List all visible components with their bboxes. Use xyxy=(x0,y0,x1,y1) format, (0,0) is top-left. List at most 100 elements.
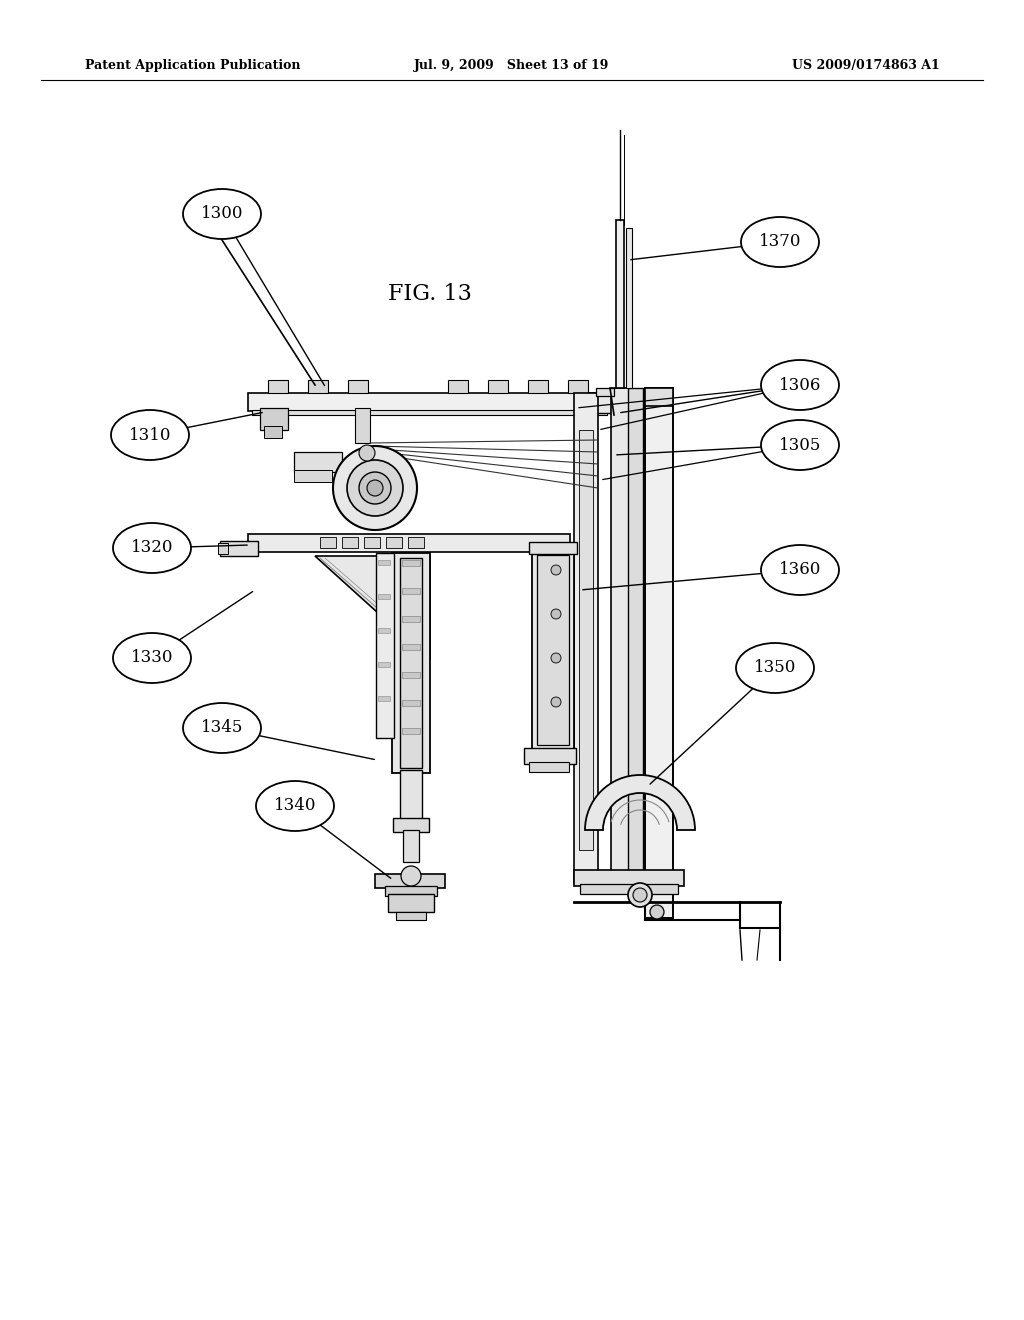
Text: US 2009/0174863 A1: US 2009/0174863 A1 xyxy=(793,58,940,71)
Text: 1330: 1330 xyxy=(131,649,173,667)
Bar xyxy=(402,672,420,678)
Bar xyxy=(402,729,420,734)
Bar xyxy=(376,553,394,738)
Text: FIG. 13: FIG. 13 xyxy=(388,284,472,305)
Ellipse shape xyxy=(113,523,191,573)
Bar xyxy=(402,560,420,566)
Ellipse shape xyxy=(111,411,189,459)
Ellipse shape xyxy=(736,643,814,693)
Ellipse shape xyxy=(256,781,334,832)
Bar xyxy=(596,388,614,396)
Bar xyxy=(378,663,390,667)
Bar xyxy=(392,553,430,774)
Bar xyxy=(388,894,434,912)
Bar xyxy=(449,380,468,393)
Circle shape xyxy=(551,609,561,619)
Bar xyxy=(532,550,574,750)
Bar xyxy=(402,644,420,649)
Circle shape xyxy=(650,906,664,919)
Text: Jul. 9, 2009   Sheet 13 of 19: Jul. 9, 2009 Sheet 13 of 19 xyxy=(415,58,609,71)
Bar xyxy=(378,560,390,565)
Circle shape xyxy=(359,473,391,504)
Bar xyxy=(268,380,288,393)
Circle shape xyxy=(551,653,561,663)
Bar xyxy=(400,770,422,820)
Bar xyxy=(375,874,445,888)
Ellipse shape xyxy=(761,545,839,595)
Bar xyxy=(348,380,368,393)
Bar xyxy=(596,393,618,413)
Bar xyxy=(319,537,336,548)
Circle shape xyxy=(551,565,561,576)
Ellipse shape xyxy=(183,189,261,239)
Bar xyxy=(580,884,678,894)
Text: 1340: 1340 xyxy=(273,797,316,814)
Bar xyxy=(408,537,424,548)
Circle shape xyxy=(359,445,375,461)
Bar xyxy=(252,411,607,414)
Bar xyxy=(574,870,684,886)
Bar xyxy=(378,696,390,701)
Bar xyxy=(264,426,282,438)
Circle shape xyxy=(633,888,647,902)
Polygon shape xyxy=(315,556,430,660)
Text: Patent Application Publication: Patent Application Publication xyxy=(85,58,300,71)
Bar xyxy=(378,628,390,634)
Bar xyxy=(628,388,643,888)
Bar xyxy=(529,543,577,554)
Ellipse shape xyxy=(741,216,819,267)
Bar xyxy=(260,408,288,430)
Circle shape xyxy=(628,883,652,907)
Text: 1320: 1320 xyxy=(131,540,173,557)
Bar xyxy=(488,380,508,393)
Bar xyxy=(378,594,390,599)
Bar xyxy=(529,762,569,772)
Bar xyxy=(537,554,569,744)
Bar xyxy=(248,535,570,552)
Bar xyxy=(645,388,673,407)
Bar xyxy=(386,537,402,548)
Circle shape xyxy=(401,866,421,886)
Text: 1345: 1345 xyxy=(201,719,243,737)
Text: 1350: 1350 xyxy=(754,660,797,676)
Text: 1306: 1306 xyxy=(779,376,821,393)
Bar xyxy=(626,228,632,388)
Bar xyxy=(611,388,631,888)
Text: 1360: 1360 xyxy=(779,561,821,578)
Bar xyxy=(616,220,624,388)
Bar xyxy=(400,558,422,768)
Bar xyxy=(342,537,358,548)
Text: 1300: 1300 xyxy=(201,206,244,223)
Wedge shape xyxy=(585,775,695,830)
Text: 1370: 1370 xyxy=(759,234,801,251)
Bar xyxy=(574,393,598,883)
Bar xyxy=(393,818,429,832)
Bar xyxy=(645,388,673,917)
Bar xyxy=(396,912,426,920)
Ellipse shape xyxy=(761,360,839,411)
Bar xyxy=(402,616,420,622)
Bar xyxy=(355,408,370,444)
Bar xyxy=(308,380,328,393)
Ellipse shape xyxy=(113,634,191,682)
Bar xyxy=(248,393,610,411)
Bar xyxy=(568,380,588,393)
Ellipse shape xyxy=(761,420,839,470)
Bar xyxy=(528,380,548,393)
Text: 1310: 1310 xyxy=(129,426,171,444)
Bar xyxy=(402,587,420,594)
Bar xyxy=(385,886,437,896)
Bar xyxy=(294,451,342,473)
Bar xyxy=(218,543,228,554)
Ellipse shape xyxy=(183,704,261,752)
Bar xyxy=(402,700,420,706)
Bar xyxy=(403,830,419,862)
Bar xyxy=(220,541,258,556)
Circle shape xyxy=(333,446,417,531)
Bar xyxy=(364,537,380,548)
Circle shape xyxy=(347,459,403,516)
Bar xyxy=(579,430,593,850)
Bar xyxy=(294,470,332,482)
Text: 1305: 1305 xyxy=(779,437,821,454)
Bar xyxy=(524,748,575,764)
